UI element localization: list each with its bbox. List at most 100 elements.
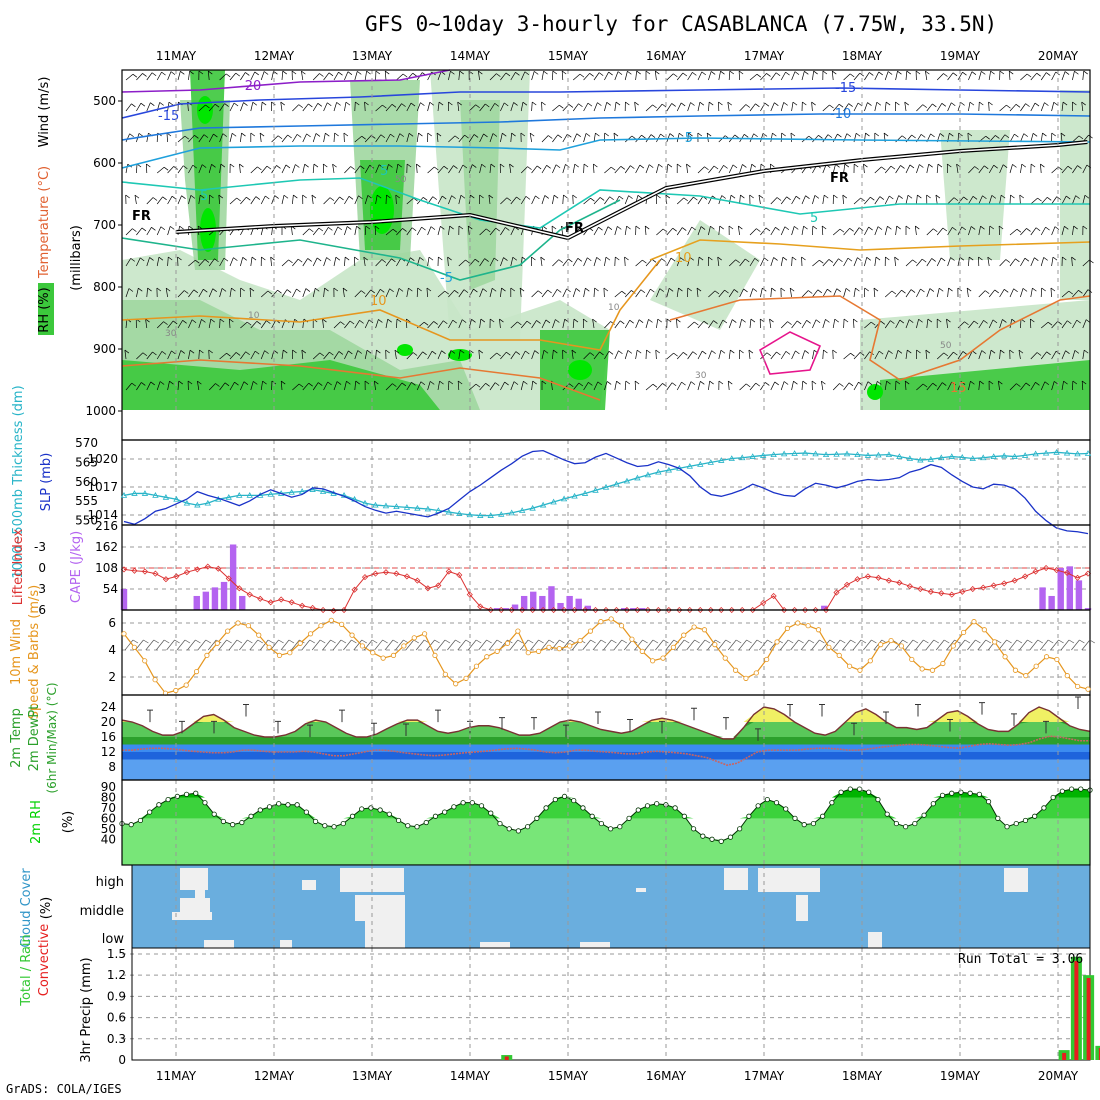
- wind-barb: [884, 320, 891, 329]
- rh2m-point: [608, 826, 614, 832]
- wind-barb-flag: [385, 349, 390, 354]
- wind-barb: [770, 381, 776, 391]
- wind-barb: [1061, 320, 1068, 329]
- wind-barb-flag: [525, 350, 530, 355]
- wind-barb: [458, 164, 464, 174]
- wind-barb: [874, 102, 878, 112]
- temperature-contour: [758, 331, 822, 375]
- lifted-index-point: [498, 606, 505, 614]
- wind-barb-flag: [638, 319, 644, 323]
- wind-barb: [167, 166, 174, 174]
- surface-wind-barb-flag: [559, 639, 565, 644]
- wind-barb: [427, 257, 430, 267]
- wind-barb: [375, 164, 380, 174]
- wind-barb: [687, 381, 692, 391]
- wind-barb-flag: [329, 351, 334, 356]
- wind-barb-flag: [345, 101, 351, 106]
- wind-barb-flag: [296, 288, 301, 293]
- surface-wind-barb-flag: [1006, 639, 1012, 644]
- thickness-point: [173, 495, 180, 502]
- wind-barb-flag: [308, 382, 313, 387]
- wind-barb-flag: [210, 318, 215, 323]
- wind-barb: [916, 258, 923, 267]
- wind-barb-flag: [1081, 380, 1087, 385]
- wind-barb: [344, 320, 351, 329]
- wind-barb-flag: [191, 319, 197, 324]
- wind-barb: [916, 383, 924, 391]
- thickness-point: [1063, 449, 1071, 456]
- wind-barb-flag: [535, 195, 540, 200]
- wind-barb: [728, 70, 731, 81]
- lifted-index-point: [508, 606, 515, 614]
- thickness-point: [1000, 452, 1008, 459]
- surface-wind-barb: [509, 639, 519, 651]
- contour-label: 5: [200, 189, 208, 204]
- thickness-point: [739, 454, 746, 461]
- wind-barb-flag: [311, 194, 317, 199]
- surface-wind-barb: [353, 639, 363, 651]
- thickness-point: [141, 490, 149, 496]
- x-tick-label-top: 16MAY: [646, 49, 687, 63]
- wind-barb-flag: [316, 257, 322, 262]
- lifted-index-point: [980, 584, 987, 591]
- wind-barb: [1040, 197, 1048, 205]
- surface-wind-barb: [582, 639, 591, 651]
- wind-barb-flag: [907, 349, 912, 354]
- wind-barb-flag: [324, 287, 329, 292]
- lifted-index-point: [403, 573, 410, 580]
- wind-barb-flag: [231, 132, 237, 137]
- wind-barb: [416, 226, 422, 236]
- wind-barb-flag: [919, 164, 924, 168]
- wind-barb-flag: [152, 197, 158, 201]
- wind-barb: [374, 381, 376, 391]
- wind-speed-point: [774, 639, 780, 645]
- wind-barb-flag: [1078, 290, 1083, 294]
- lifted-index-point: [948, 591, 955, 598]
- wind-barb-flag: [402, 73, 408, 78]
- wind-barb-flag: [1056, 196, 1061, 200]
- wind-barb-flag: [348, 350, 353, 355]
- wind-barb-flag: [246, 196, 251, 201]
- thickness-point: [843, 450, 851, 457]
- wind-barb: [396, 73, 404, 81]
- cape-bar: [630, 608, 637, 610]
- wind-barb-flag: [410, 102, 416, 107]
- wind-barb-flag: [825, 319, 830, 323]
- wind-barb-flag: [774, 102, 779, 106]
- wind-barb-flag: [978, 256, 983, 261]
- rh2m-point: [773, 800, 780, 806]
- wind-barb: [145, 319, 148, 329]
- wind-barb-flag: [848, 382, 854, 387]
- rh2m-point: [460, 800, 466, 806]
- wind-barb: [479, 288, 484, 298]
- wind-barb: [146, 197, 154, 205]
- wind-barb-flag: [970, 226, 976, 230]
- wind-barb-flag: [817, 289, 823, 294]
- x-tick-label-top: 14MAY: [450, 49, 491, 63]
- wind-speed-point: [650, 658, 656, 664]
- wind-barb-flag: [392, 228, 398, 233]
- wind-barb-flag: [706, 132, 712, 137]
- wind-barb: [676, 319, 678, 329]
- wind-barb: [156, 226, 162, 236]
- wind-barb: [708, 381, 710, 391]
- wind-barb-flag: [1037, 197, 1042, 202]
- wind-barb-flag: [742, 164, 747, 168]
- wind-barb: [344, 102, 347, 112]
- surface-wind-barb-flag: [538, 639, 544, 644]
- surface-wind-barb: [488, 639, 498, 651]
- rh2m-point: [331, 824, 337, 830]
- wind-barb-flag: [1053, 101, 1058, 106]
- wind-barb-flag: [953, 351, 958, 356]
- rh2m-point: [681, 813, 687, 819]
- wind-barb-flag: [966, 287, 972, 292]
- y-tick-label: 700: [93, 218, 116, 232]
- wind-barb: [489, 103, 496, 112]
- surface-wind-barb: [1081, 639, 1091, 651]
- wind-barb-flag: [179, 225, 184, 230]
- wind-barb-flag: [454, 135, 460, 140]
- wind-barb-flag: [172, 320, 178, 325]
- wind-barb-flag: [190, 195, 196, 199]
- wind-barb: [292, 258, 299, 267]
- wind-barb: [687, 351, 694, 360]
